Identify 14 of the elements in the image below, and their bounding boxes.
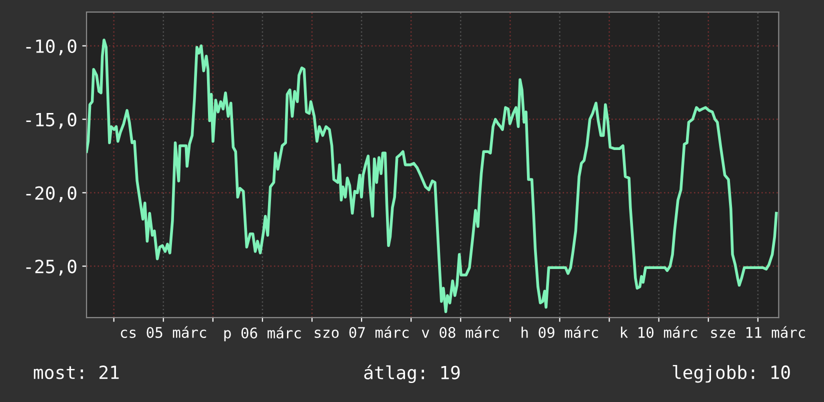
x-tick-label: k 10 márc: [620, 326, 698, 338]
x-tick-label: cs 05 márc: [120, 326, 206, 338]
x-tick-label: p 06 márc: [224, 326, 301, 342]
x-tick-label: h 09 márc: [522, 326, 598, 338]
text: most: 21: [34, 365, 119, 380]
x-tick-label: szo 07 márc: [314, 326, 409, 338]
x-tick-label: sze 11 márc: [711, 326, 805, 338]
text: legjobb: 10: [672, 365, 790, 383]
y-tick-label: -20,0: [26, 186, 76, 202]
y-tick-label: -15,0: [26, 112, 76, 129]
x-tick-label: v 08 márc: [422, 326, 499, 338]
y-tick-label: -10,0: [26, 39, 76, 56]
y-tick-label: -25,0: [26, 260, 76, 276]
text: átlag: 19: [364, 364, 460, 384]
